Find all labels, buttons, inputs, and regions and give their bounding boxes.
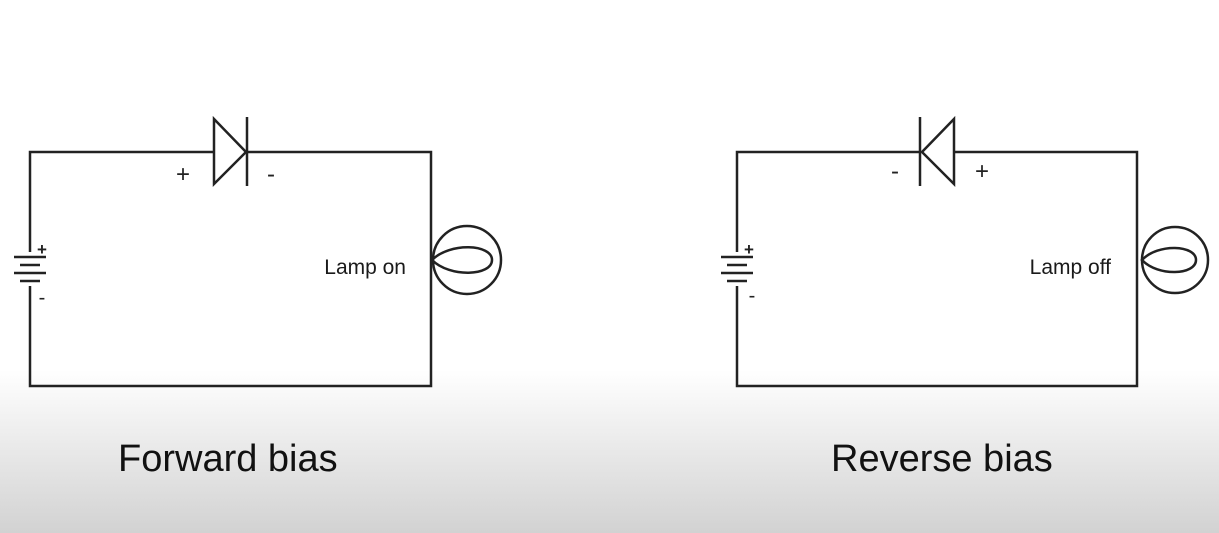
forward-battery-bottom-sign: - [39,287,46,309]
reverse-lamp-icon [1140,225,1210,295]
forward-diode-right-sign: - [267,161,275,188]
forward-circuit-wire [28,150,433,388]
reverse-diode-icon [918,115,956,188]
reverse-bias-caption: Reverse bias [831,438,1053,480]
reverse-diode-left-sign: - [891,158,899,185]
reverse-battery-bottom-sign: - [749,285,756,307]
reverse-battery-top-sign: + [744,240,754,259]
forward-bias-caption: Forward bias [118,438,338,480]
forward-diode-icon [212,115,249,188]
reverse-battery-icon [721,252,753,286]
reverse-diode-right-sign: + [975,158,989,185]
forward-lamp-label: Lamp on [324,256,406,279]
reverse-bias-circuit: - + + - Lamp off [721,115,1210,388]
reverse-lamp-label: Lamp off [1030,256,1111,279]
forward-lamp-icon [430,224,503,296]
forward-diode-left-sign: + [176,161,190,188]
forward-bias-circuit: + - + - Lamp on [14,115,503,388]
forward-battery-top-sign: + [37,240,47,259]
forward-battery-icon [14,252,46,286]
reverse-circuit-wire [735,150,1139,388]
